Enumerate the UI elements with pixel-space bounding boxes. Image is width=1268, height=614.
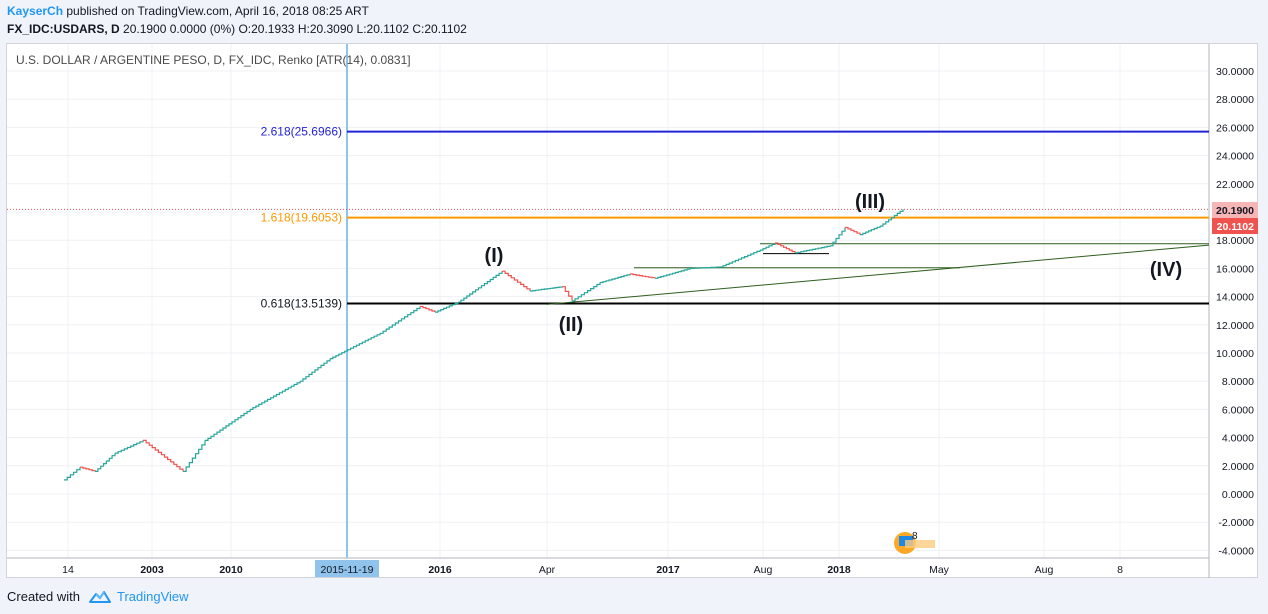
- price-segment: [720, 250, 761, 268]
- price-segment: [205, 409, 251, 441]
- created-with-label: Created with: [7, 589, 80, 604]
- price-segment: [572, 282, 601, 302]
- price-segment: [420, 305, 436, 313]
- price-segment: [300, 358, 331, 382]
- price-tick-label: 6.0000: [1222, 404, 1254, 416]
- price-segment: [795, 245, 831, 254]
- fib-level: 1.618(19.6053): [261, 211, 1209, 225]
- price-segment: [860, 226, 881, 236]
- price-tick-label: 26.0000: [1216, 122, 1254, 134]
- price-series: [64, 209, 904, 481]
- highlighted-date-bg: [315, 560, 379, 577]
- time-tick-label: 2003: [140, 564, 164, 576]
- fib-level-label: 1.618(19.6053): [261, 211, 342, 225]
- time-axis-labels: 14 2003 2010 2015-11-19 2016 Apr 2017 Aug 2018 Ma…: [62, 560, 1123, 577]
- price-tick-label: 24.0000: [1216, 151, 1254, 163]
- price-tick-label: 0.0000: [1222, 489, 1254, 501]
- price-badge-text: 20.1900: [1216, 205, 1254, 217]
- footer: Created with TradingView: [7, 589, 189, 604]
- price-badge-text: 20.1102: [1217, 221, 1255, 233]
- price-segment: [502, 270, 531, 291]
- wave-label: (III): [855, 191, 885, 213]
- time-tick-label: 14: [62, 564, 74, 576]
- price-tick-label: 22.0000: [1216, 179, 1254, 191]
- price-axis-labels: 30.000028.000026.000024.000022.000020.00…: [1216, 66, 1254, 557]
- price-segment: [250, 381, 301, 410]
- chart-title: U.S. DOLLAR / ARGENTINE PESO, D, FX_IDC,…: [16, 53, 411, 67]
- price-segment: [630, 273, 656, 279]
- symbol-label: FX_IDC:USDARS, D: [7, 22, 120, 36]
- wave-label: (IV): [1150, 259, 1182, 281]
- price-tick-label: 16.0000: [1216, 263, 1254, 275]
- price-segment: [95, 453, 116, 472]
- time-tick-label: 2015-11-19: [321, 564, 374, 576]
- publish-info: published on TradingView.com, April 16, …: [63, 4, 369, 18]
- price-tick-label: -4.0000: [1218, 545, 1254, 557]
- price-segment: [183, 440, 206, 472]
- price-tick-label: 2.0000: [1222, 461, 1254, 473]
- price-segment: [690, 266, 721, 269]
- price-segment: [655, 268, 691, 279]
- tradingview-logo-icon: [88, 590, 111, 603]
- time-tick-label: 8: [1117, 564, 1123, 576]
- rising-trendline: [546, 244, 1210, 305]
- price-badge: 20.1102: [1212, 218, 1258, 234]
- fib-level: 2.618(25.6966): [261, 125, 1209, 139]
- tradingview-link[interactable]: TradingView: [116, 589, 189, 604]
- price-segment: [143, 439, 184, 472]
- price-segment: [830, 227, 846, 247]
- event-tail: [905, 540, 935, 548]
- price-tick-label: 4.0000: [1222, 433, 1254, 445]
- price-badge-bg: [1212, 218, 1258, 234]
- fib-level-label: 0.618(13.5139): [261, 296, 342, 310]
- price-segment: [845, 226, 861, 235]
- price-segment: [64, 467, 81, 481]
- wave-label: (II): [559, 314, 583, 336]
- price-badge: 20.1900: [1212, 202, 1258, 218]
- time-tick-label: Aug: [1035, 564, 1054, 576]
- price-segment: [880, 209, 904, 227]
- price-tick-label: -2.0000: [1218, 517, 1254, 529]
- price-segment: [600, 274, 631, 284]
- price-segment: [530, 286, 563, 292]
- time-tick-label: 2010: [219, 564, 243, 576]
- time-tick-label: 2016: [428, 564, 452, 576]
- price-tick-label: 10.0000: [1216, 348, 1254, 360]
- price-tick-label: 28.0000: [1216, 94, 1254, 106]
- price-segment: [115, 440, 144, 454]
- price-segment: [380, 306, 421, 334]
- price-segment: [330, 333, 381, 360]
- time-tick-label: Aug: [754, 564, 773, 576]
- price-segment: [80, 466, 96, 472]
- fib-level-label: 2.618(25.6966): [261, 125, 342, 139]
- economic-event-icon: 8: [894, 531, 935, 554]
- time-tick-label: Apr: [539, 564, 556, 576]
- price-segment: [435, 302, 459, 313]
- price-segment: [760, 243, 776, 251]
- price-segment: [562, 286, 573, 301]
- price-tick-label: 18.0000: [1216, 235, 1254, 247]
- wave-label: (I): [485, 245, 504, 267]
- ohlc-values: 20.1900 0.0000 (0%) O:20.1933 H:20.3090 …: [119, 22, 467, 36]
- grid-lines: [7, 44, 1209, 558]
- price-badge-bg: [1212, 202, 1258, 218]
- event-count: 8: [912, 531, 918, 542]
- time-tick-label: 2017: [656, 564, 680, 576]
- publish-line: KayserCh published on TradingView.com, A…: [7, 4, 369, 18]
- price-segment: [775, 242, 796, 253]
- quote-line: FX_IDC:USDARS, D 20.1900 0.0000 (0%) O:2…: [7, 22, 467, 36]
- fib-level: 0.618(13.5139): [261, 296, 1209, 310]
- author-link[interactable]: KayserCh: [7, 4, 64, 18]
- trend-lines: [546, 243, 1210, 305]
- time-tick-label: 2018: [827, 564, 851, 576]
- price-tick-label: 14.0000: [1216, 292, 1254, 304]
- price-tick-label: 12.0000: [1216, 320, 1254, 332]
- price-tick-label: 8.0000: [1222, 376, 1254, 388]
- time-tick-label: May: [929, 564, 950, 576]
- price-tick-label: 30.0000: [1216, 66, 1254, 78]
- price-segment: [458, 271, 503, 303]
